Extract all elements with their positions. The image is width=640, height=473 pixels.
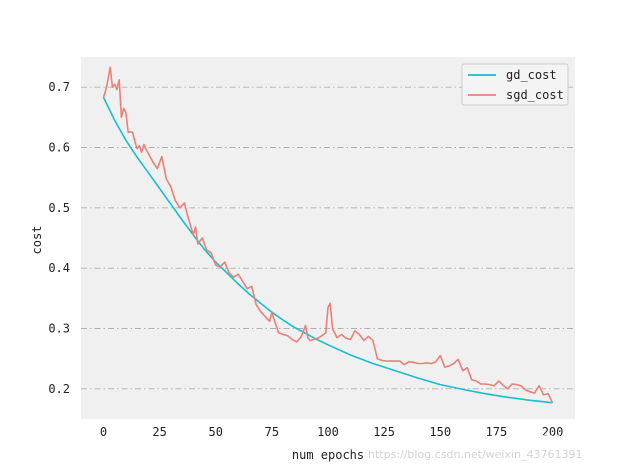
x-tick-label: 175 [486, 425, 508, 439]
y-axis-label: cost [30, 226, 44, 255]
legend: gd_cost sgd_cost [461, 63, 569, 106]
y-tick-label: 0.7 [48, 80, 70, 94]
x-tick-label: 75 [265, 425, 279, 439]
watermark: https://blog.csdn.net/weixin_43761391 知乎… [368, 433, 603, 461]
watermark-url: https://blog.csdn.net/weixin_43761391 [368, 448, 583, 461]
x-tick-label: 200 [542, 425, 564, 439]
legend-label-sgd-cost: sgd_cost [506, 88, 564, 102]
x-axis: 0 25 50 75 100 125 150 175 200 [100, 425, 564, 439]
y-tick-label: 0.6 [48, 141, 70, 155]
x-tick-label: 125 [373, 425, 395, 439]
y-tick-label: 0.3 [48, 322, 70, 336]
x-tick-label: 100 [317, 425, 339, 439]
x-tick-label: 25 [152, 425, 166, 439]
plot-background [81, 57, 575, 419]
x-tick-label: 50 [209, 425, 223, 439]
y-tick-label: 0.5 [48, 201, 70, 215]
series-layer [102, 66, 554, 404]
y-axis: 0.2 0.3 0.4 0.5 0.6 0.7 [48, 80, 70, 396]
x-axis-label: num epochs [292, 448, 364, 462]
x-tick-label: 150 [429, 425, 451, 439]
watermark-text: 知乎 @我是韩小琦 [470, 433, 603, 452]
y-tick-label: 0.4 [48, 261, 70, 275]
x-tick-label: 0 [100, 425, 107, 439]
grid [81, 86, 575, 390]
series-line-sgd-cost [102, 66, 554, 404]
legend-label-gd-cost: gd_cost [506, 68, 557, 82]
y-tick-label: 0.2 [48, 382, 70, 396]
